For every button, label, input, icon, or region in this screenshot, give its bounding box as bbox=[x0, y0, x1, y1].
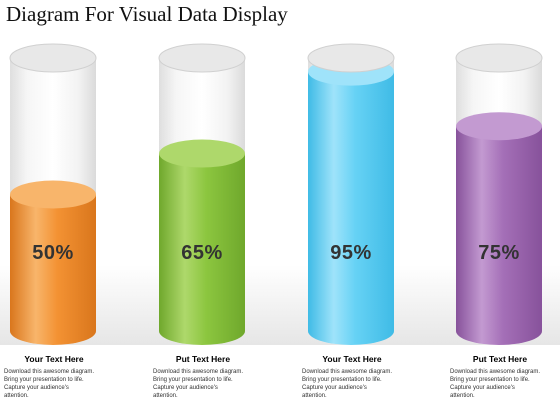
cylinder-2: 65% bbox=[158, 43, 246, 345]
cylinder-1: 50% bbox=[9, 43, 97, 345]
caption-4: Put Text Here Download this awesome diag… bbox=[450, 354, 550, 400]
caption-title: Put Text Here bbox=[175, 354, 231, 364]
percent-label: 95% bbox=[330, 242, 372, 264]
cylinder-graphic bbox=[455, 43, 543, 345]
liquid-surface bbox=[159, 139, 245, 168]
cylinder-graphic bbox=[9, 43, 97, 345]
liquid-surface bbox=[456, 112, 542, 141]
percent-label: 50% bbox=[32, 242, 74, 264]
liquid-fill bbox=[159, 153, 245, 345]
cylinder-graphic bbox=[158, 43, 246, 345]
liquid-fill bbox=[10, 194, 96, 345]
caption-title: Put Text Here bbox=[472, 354, 528, 364]
liquid-surface bbox=[10, 180, 96, 209]
liquid-fill bbox=[456, 126, 542, 345]
slide-title: Diagram For Visual Data Display bbox=[6, 2, 288, 26]
percent-label: 65% bbox=[181, 242, 223, 264]
cylinder-4: 75% bbox=[455, 43, 543, 345]
caption-title: Your Text Here bbox=[24, 354, 84, 364]
caption-body: Download this awesome diagram. Bring you… bbox=[153, 369, 244, 399]
tube-rim bbox=[158, 43, 246, 73]
cylinder-graphic bbox=[307, 43, 395, 346]
caption-2: Put Text Here Download this awesome diag… bbox=[153, 354, 253, 400]
cylinder-3: 95% bbox=[307, 43, 395, 346]
caption-body: Download this awesome diagram. Bring you… bbox=[4, 369, 95, 399]
tube-rim bbox=[455, 43, 543, 73]
percent-label: 75% bbox=[478, 242, 520, 264]
caption-body: Download this awesome diagram. Bring you… bbox=[302, 369, 393, 399]
caption-title: Your Text Here bbox=[322, 354, 382, 364]
caption-1: Your Text Here Download this awesome dia… bbox=[4, 354, 104, 400]
caption-body: Download this awesome diagram. Bring you… bbox=[450, 369, 541, 399]
tube-rim bbox=[9, 43, 97, 73]
tube-rim bbox=[307, 43, 395, 73]
caption-3: Your Text Here Download this awesome dia… bbox=[302, 354, 402, 400]
liquid-fill bbox=[308, 71, 394, 346]
